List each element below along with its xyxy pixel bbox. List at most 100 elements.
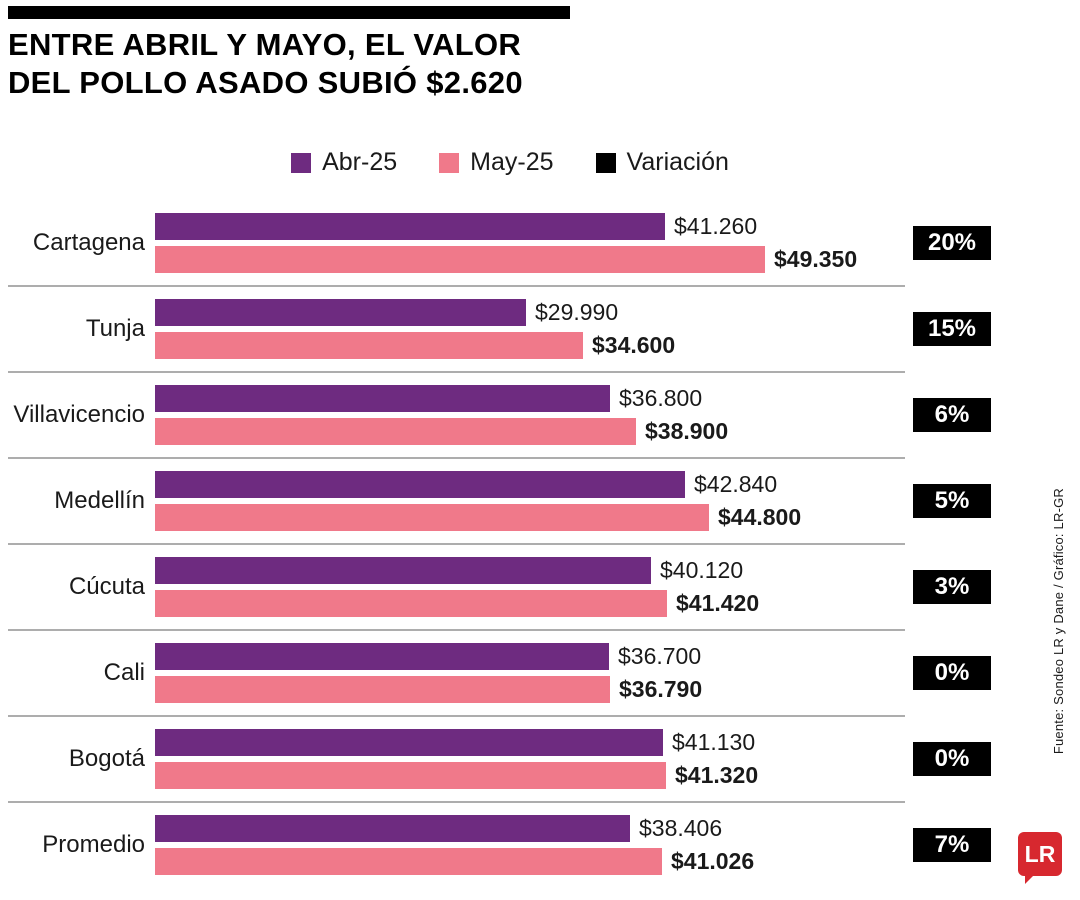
abr-bar-line: $41.130 [155,729,1000,756]
page-title: ENTRE ABRIL Y MAYO, EL VALOR DEL POLLO A… [8,26,523,102]
legend-label-abr-25: Abr-25 [322,148,398,176]
city-label: Tunja [85,315,145,342]
may-25-value: $34.600 [592,332,676,358]
abr-bar-line: $36.700 [155,643,1000,670]
lr-logo: LR [1018,832,1062,884]
may-bar-line: $41.420 [155,590,1000,617]
may-25-bar [155,762,666,789]
may-bar-line: $41.320 [155,762,1000,789]
bar-group: $38.406 $41.026 [155,815,1000,875]
bar-group: $36.800 $38.900 [155,385,1000,445]
abr-bar-line: $41.260 [155,213,1000,240]
city-label: Villavicencio [13,401,145,428]
legend-item-may-25: May-25 [439,148,554,177]
variation-badge: 7% [913,828,991,862]
may-25-bar [155,848,662,875]
table-row: Tunja $29.990 $34.600 15% [8,285,1000,372]
may-25-value: $38.900 [645,418,729,444]
variation-badge: 3% [913,570,991,604]
may-25-value: $41.320 [675,762,759,788]
bar-group: $40.120 $41.420 [155,557,1000,617]
source-note: Fuente: Sondeo LR y Dane / Gráfico: LR-G… [1051,488,1066,755]
city-label: Promedio [42,831,145,858]
may-25-bar [155,246,765,273]
may-25-bar [155,676,610,703]
may-25-value: $36.790 [619,676,703,702]
row-separator [8,801,905,803]
table-row: Cali $36.700 $36.790 0% [8,629,1000,716]
abr-25-bar [155,213,665,240]
abr-25-bar [155,299,526,326]
row-separator [8,371,905,373]
abr-25-bar [155,815,630,842]
may-bar-line: $44.800 [155,504,1000,531]
table-row: Bogotá $41.130 $41.320 0% [8,715,1000,802]
title-line-1: ENTRE ABRIL Y MAYO, EL VALOR [8,27,522,62]
abr-25-value: $29.990 [535,299,619,325]
may-25-value: $44.800 [718,504,802,530]
may-25-swatch-icon [439,152,460,173]
legend-item-variacion: Variación [595,148,729,177]
abr-25-bar [155,643,609,670]
abr-bar-line: $36.800 [155,385,1000,412]
table-row: Cúcuta $40.120 $41.420 3% [8,543,1000,630]
abr-bar-line: $42.840 [155,471,1000,498]
city-label: Cali [103,659,145,686]
abr-25-value: $38.406 [639,815,723,841]
title-rule [8,6,570,19]
row-separator [8,715,905,717]
table-row: Cartagena $41.260 $49.350 20% [8,200,1000,286]
may-25-bar [155,504,709,531]
abr-25-bar [155,385,610,412]
abr-bar-line: $29.990 [155,299,1000,326]
abr-25-value: $41.260 [674,213,758,239]
abr-25-value: $42.840 [694,471,778,497]
lr-logo-text: LR [1024,840,1056,867]
row-separator [8,629,905,631]
city-label: Cartagena [32,229,145,256]
row-separator [8,543,905,545]
may-bar-line: $34.600 [155,332,1000,359]
table-row: Promedio $38.406 $41.026 7% [8,801,1000,888]
variation-badge: 0% [913,656,991,690]
abr-25-value: $40.120 [660,557,744,583]
variation-badge: 6% [913,398,991,432]
bar-group: $41.260 $49.350 [155,213,1000,273]
variation-badge: 15% [913,312,991,346]
city-label: Cúcuta [68,573,145,600]
variacion-swatch-icon [595,152,616,173]
may-25-value: $49.350 [774,246,858,272]
may-bar-line: $49.350 [155,246,1000,273]
variation-badge: 20% [913,226,991,260]
bar-group: $36.700 $36.790 [155,643,1000,703]
may-25-bar [155,332,583,359]
may-bar-line: $41.026 [155,848,1000,875]
legend-label-may-25: May-25 [470,148,554,176]
may-bar-line: $36.790 [155,676,1000,703]
table-row: Medellín $42.840 $44.800 5% [8,457,1000,544]
legend: Abr-25 May-25 Variación [0,148,1020,177]
city-label: Medellín [54,487,145,514]
abr-25-bar [155,557,651,584]
legend-label-variacion: Variación [626,148,729,176]
bar-group: $42.840 $44.800 [155,471,1000,531]
may-bar-line: $38.900 [155,418,1000,445]
bar-group: $41.130 $41.320 [155,729,1000,789]
may-25-bar [155,418,636,445]
may-25-bar [155,590,667,617]
table-row: Villavicencio $36.800 $38.900 6% [8,371,1000,458]
abr-25-bar [155,729,663,756]
may-25-value: $41.420 [676,590,760,616]
variation-badge: 0% [913,742,991,776]
abr-bar-line: $40.120 [155,557,1000,584]
variation-badge: 5% [913,484,991,518]
row-separator [8,285,905,287]
bar-group: $29.990 $34.600 [155,299,1000,359]
title-line-2: DEL POLLO ASADO SUBIÓ $2.620 [8,65,523,100]
abr-25-swatch-icon [291,152,312,173]
may-25-value: $41.026 [671,848,755,874]
lr-logo-tail-icon [1025,873,1036,884]
abr-25-value: $36.700 [618,643,702,669]
chart-rows: Cartagena $41.260 $49.350 20% Tunja $29.… [8,200,1000,888]
